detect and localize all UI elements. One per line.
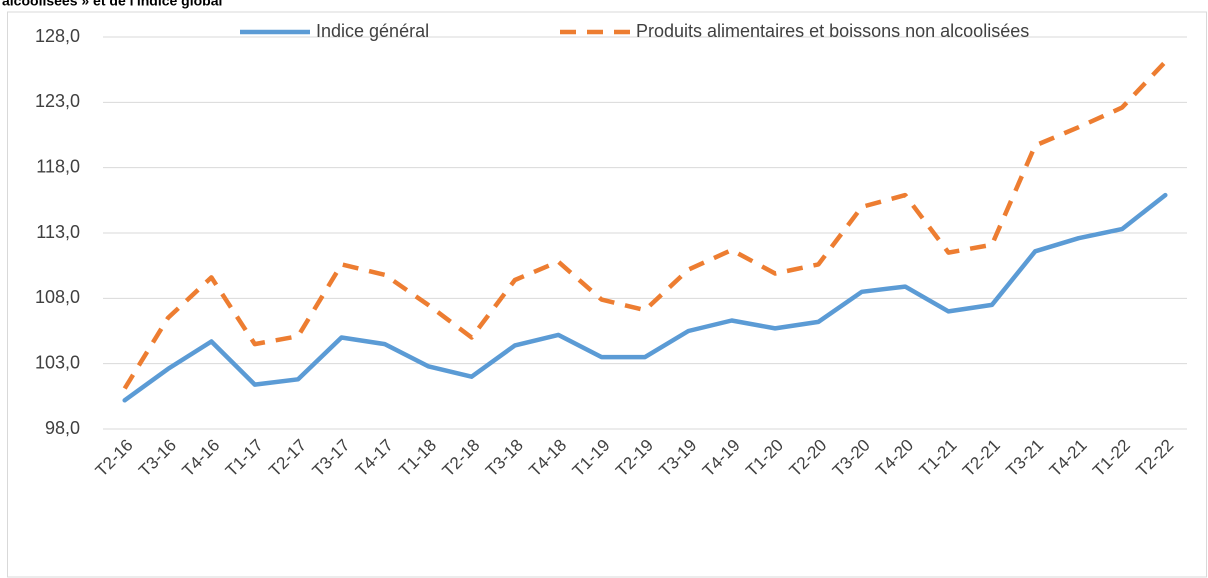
x-tick-label: T4-19 <box>699 436 744 481</box>
x-tick-label: T3-21 <box>1002 436 1047 481</box>
y-tick-label: 118,0 <box>36 156 80 176</box>
y-tick-label: 123,0 <box>35 91 80 111</box>
y-tick-label: 113,0 <box>36 222 80 242</box>
x-tick-label: T2-22 <box>1132 436 1177 481</box>
legend-label: Produits alimentaires et boissons non al… <box>636 21 1029 41</box>
series-line <box>122 60 1167 390</box>
x-tick-label: T2-19 <box>612 436 657 481</box>
x-tick-label: T4-20 <box>872 436 917 481</box>
x-tick-label: T3-19 <box>656 436 701 481</box>
chart-border <box>7 11 1207 578</box>
x-tick-label: T3-20 <box>829 436 874 481</box>
x-tick-label: T2-21 <box>959 436 1004 481</box>
x-tick-label: T1-21 <box>916 436 961 481</box>
x-tick-label: T2-18 <box>439 436 484 481</box>
x-tick-label: T4-18 <box>525 436 570 481</box>
x-tick-label: T3-16 <box>135 436 180 481</box>
x-tick-label: T3-18 <box>482 436 527 481</box>
x-tick-label: T2-16 <box>92 436 137 481</box>
series-line <box>122 192 1168 403</box>
y-tick-label: 103,0 <box>35 352 80 372</box>
x-tick-label: T3-17 <box>309 436 354 481</box>
y-tick-label: 128,0 <box>35 26 80 46</box>
x-tick-label: T2-20 <box>786 436 831 481</box>
chart-title: alcoolisées » et de l'indice global <box>2 0 222 9</box>
x-tick-label: T4-21 <box>1046 436 1091 481</box>
x-tick-label: T1-17 <box>222 436 267 481</box>
legend-label: Indice général <box>316 21 429 41</box>
x-tick-label: T1-18 <box>395 436 440 481</box>
x-tick-label: T4-17 <box>352 436 397 481</box>
x-tick-label: T1-20 <box>742 436 787 481</box>
y-tick-label: 98,0 <box>45 418 80 438</box>
x-tick-label: T4-16 <box>179 436 224 481</box>
x-tick-label: T1-22 <box>1089 436 1134 481</box>
y-tick-label: 108,0 <box>35 287 80 307</box>
x-tick-label: T1-19 <box>569 436 614 481</box>
x-tick-label: T2-17 <box>265 436 310 481</box>
